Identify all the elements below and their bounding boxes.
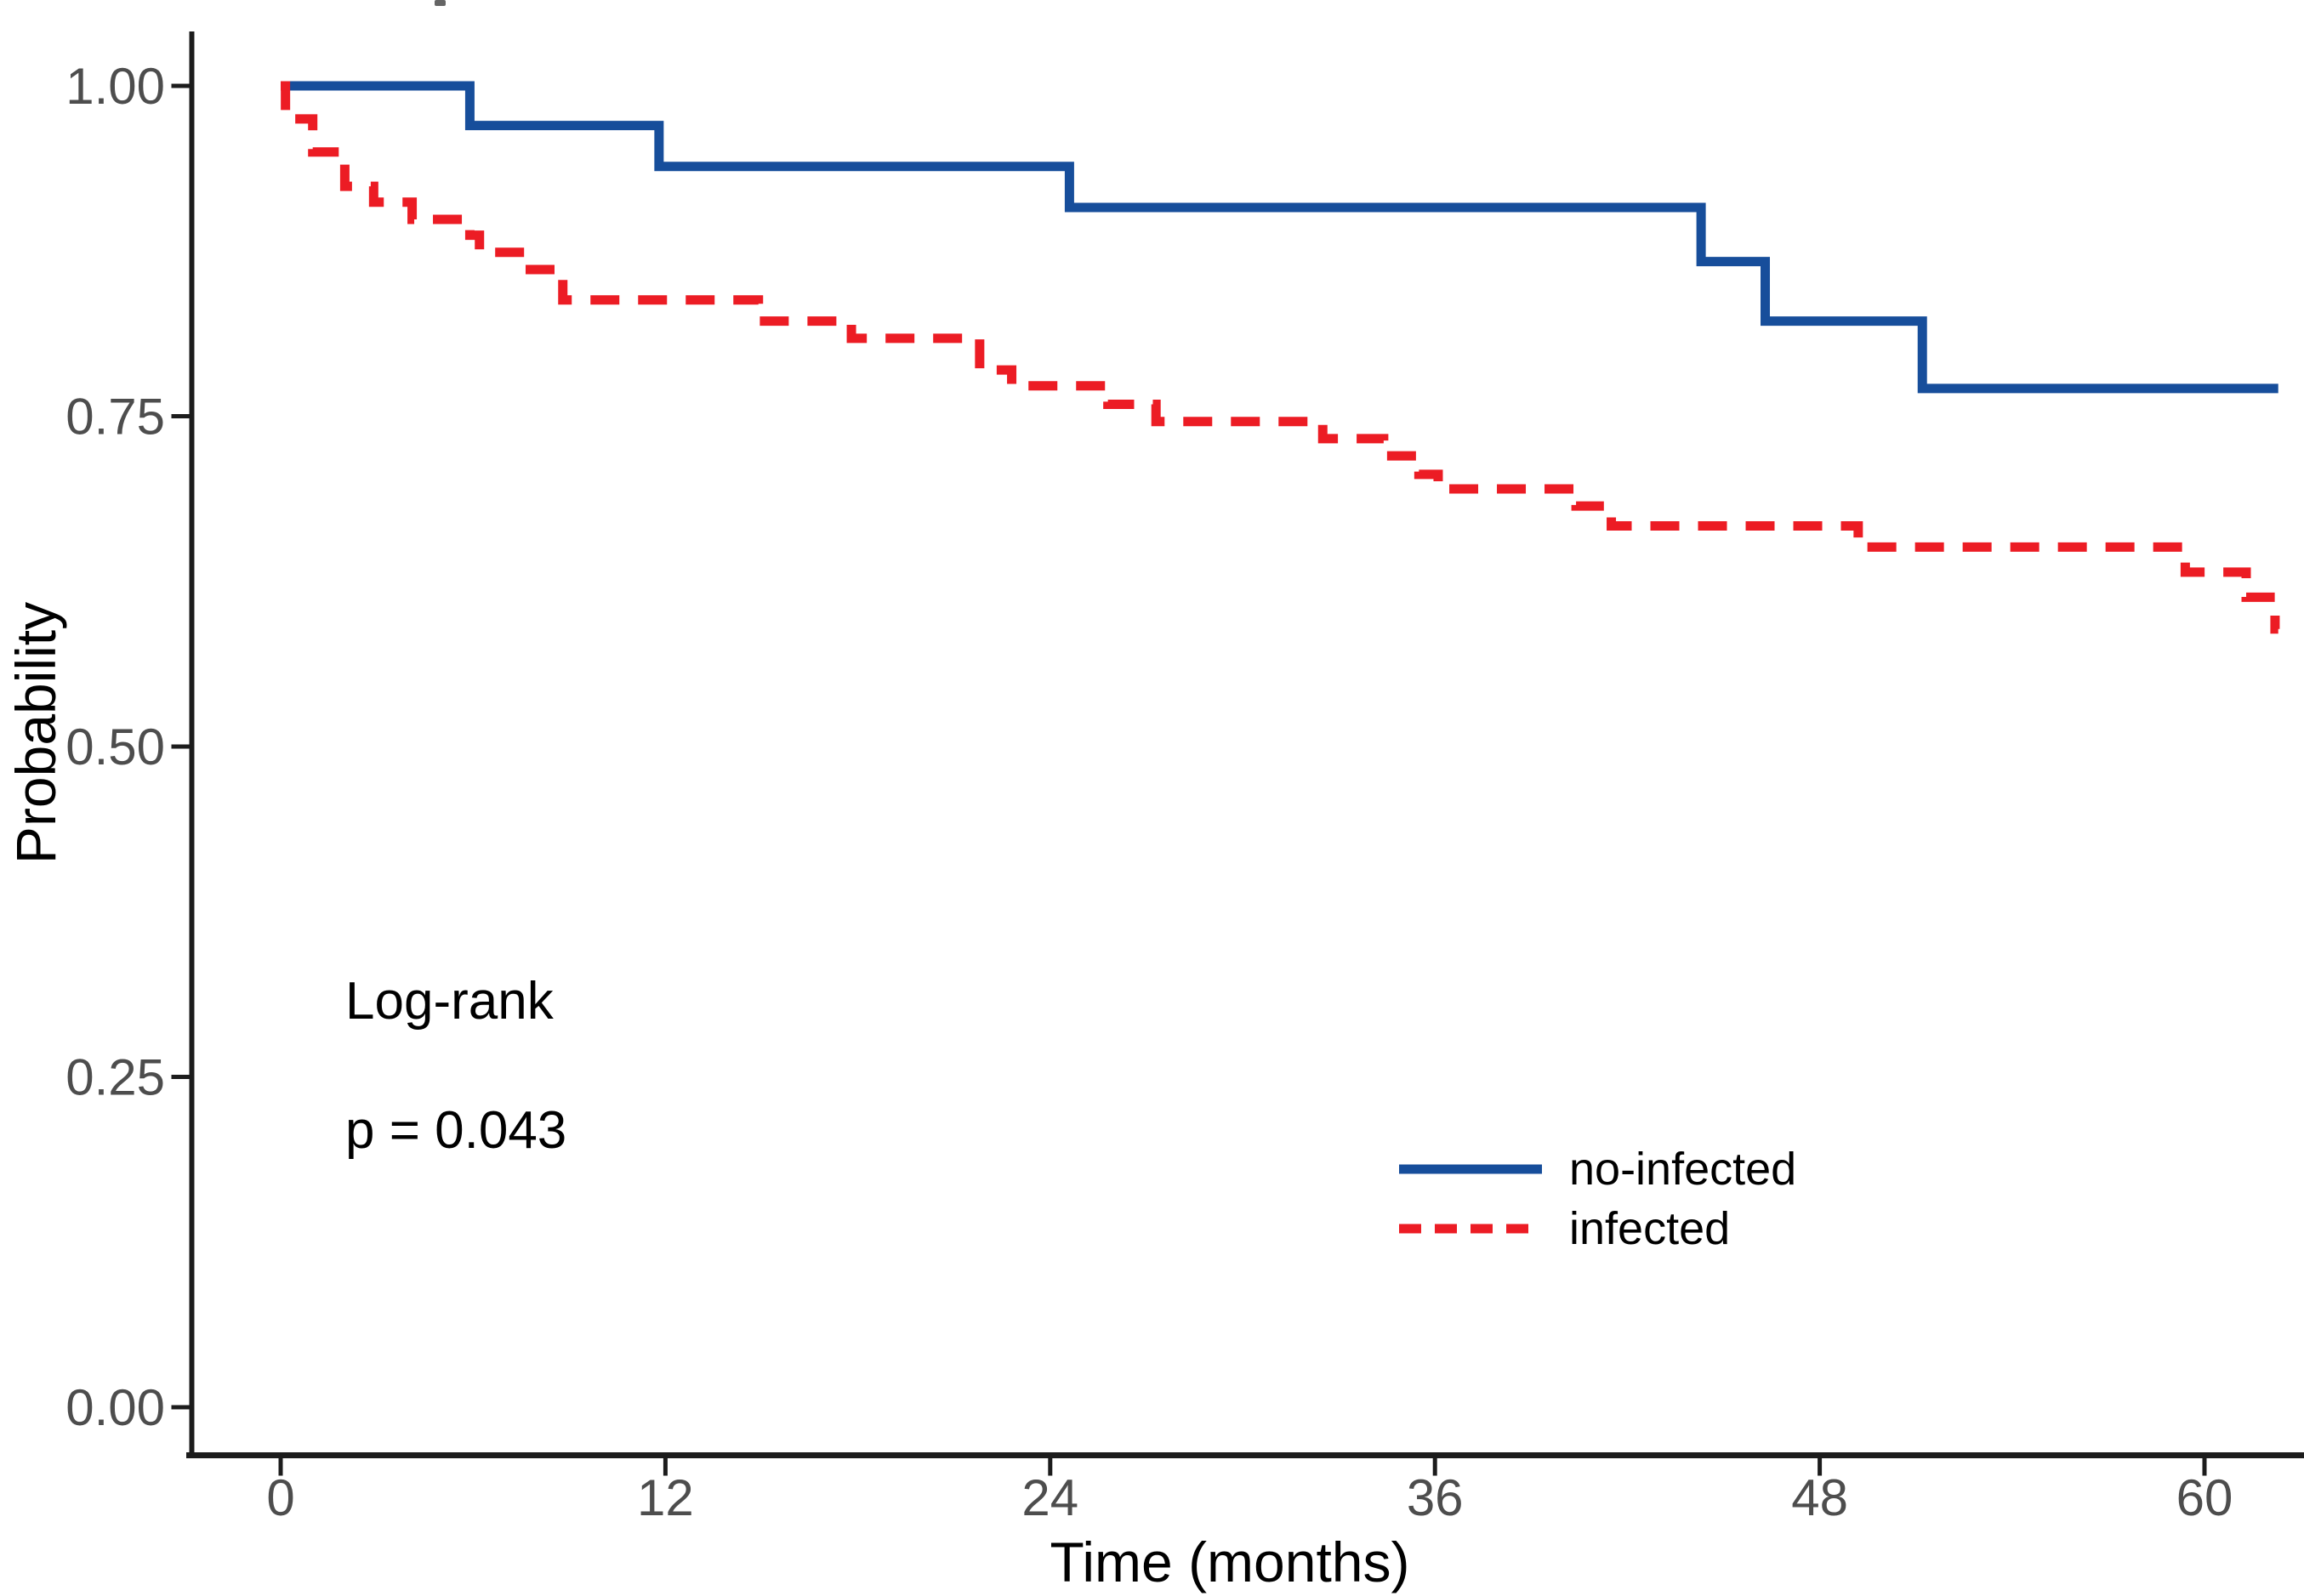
x-tick-label: 12 (637, 1469, 694, 1526)
curve-infected (281, 81, 2280, 634)
curve-no-infected (281, 81, 2278, 394)
legend-swatch-infected-icon (1399, 1224, 1542, 1234)
crop-artifact-mark (435, 0, 446, 6)
legend-label-no-infected: no-infected (1569, 1144, 1797, 1195)
logrank-annotation: Log-rank (345, 972, 554, 1031)
legend-entry-infected: infected (1397, 1199, 1925, 1258)
legend-label-infected: infected (1569, 1203, 1731, 1254)
legend: no-infected infected (1397, 1139, 1925, 1258)
y-tick-label: 0.50 (65, 718, 165, 775)
y-axis-title: Probability (4, 601, 67, 865)
legend-swatch-no-infected-icon (1399, 1164, 1542, 1174)
y-tick-label: 0.25 (65, 1049, 165, 1106)
y-tick-label: 0.00 (65, 1379, 165, 1436)
x-tick-label: 60 (2176, 1469, 2233, 1526)
y-tick-label: 0.75 (65, 389, 165, 446)
x-tick-label: 36 (1407, 1469, 1464, 1526)
legend-entry-no-infected: no-infected (1397, 1139, 1925, 1199)
pvalue-annotation: p = 0.043 (345, 1101, 567, 1160)
x-axis-title: Time (months) (1050, 1531, 1410, 1593)
y-tick-label: 1.00 (65, 58, 165, 115)
x-tick-label: 24 (1021, 1469, 1078, 1526)
x-tick-label: 48 (1791, 1469, 1848, 1526)
x-tick-label: 0 (266, 1469, 294, 1526)
